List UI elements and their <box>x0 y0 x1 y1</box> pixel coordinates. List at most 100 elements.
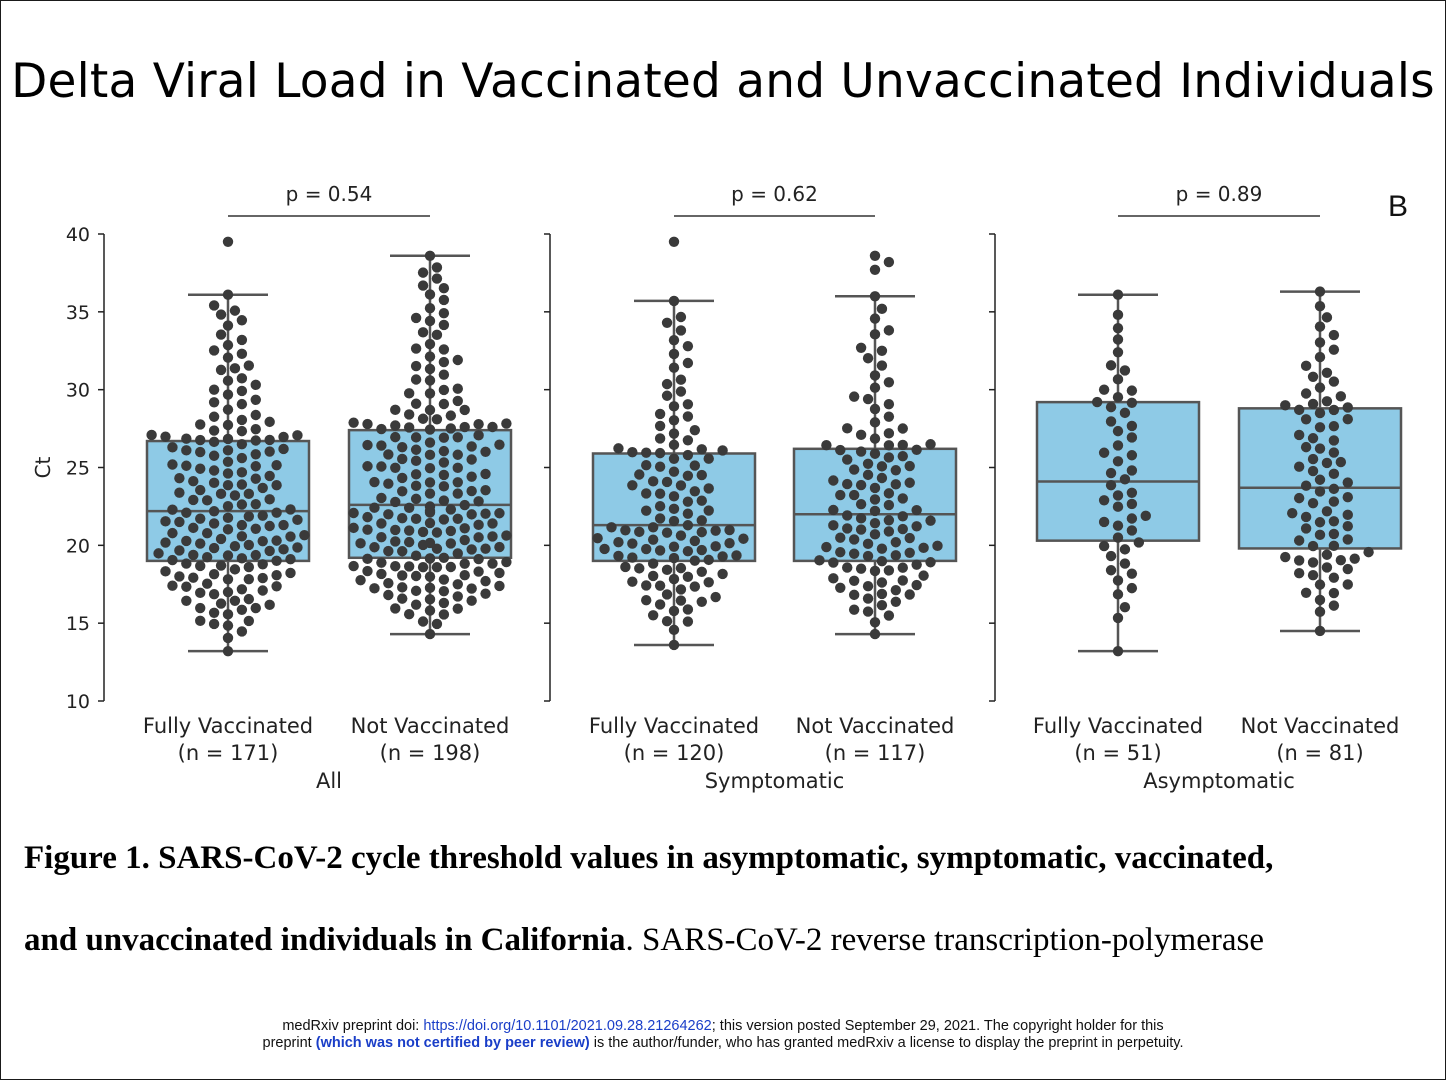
data-point <box>167 527 178 539</box>
data-point <box>181 595 192 606</box>
data-point <box>271 459 282 471</box>
data-point <box>292 542 303 553</box>
data-point <box>271 569 282 581</box>
data-point <box>257 535 268 547</box>
data-point <box>1126 397 1138 408</box>
data-point <box>222 339 234 351</box>
data-point <box>869 370 881 381</box>
data-point <box>897 450 908 462</box>
data-point <box>668 515 680 527</box>
data-point <box>417 526 429 538</box>
data-point <box>243 573 255 585</box>
data-point <box>627 552 638 563</box>
data-point <box>1105 416 1117 427</box>
data-point <box>208 436 220 448</box>
data-point <box>236 315 248 326</box>
data-point <box>438 574 450 585</box>
data-point <box>883 526 895 537</box>
data-point <box>410 360 422 372</box>
data-point <box>641 505 652 516</box>
data-point <box>424 582 436 594</box>
data-point <box>445 504 457 515</box>
data-point <box>925 515 936 526</box>
data-point <box>494 508 505 519</box>
peer-review-note: (which was not certified by peer review) <box>315 1035 590 1051</box>
data-point <box>682 604 694 615</box>
data-point <box>208 542 220 554</box>
data-point <box>257 559 268 570</box>
data-point <box>1314 351 1326 363</box>
data-point <box>424 501 436 512</box>
data-point <box>466 509 477 520</box>
data-point <box>229 541 241 552</box>
data-point <box>668 624 680 636</box>
data-point <box>1105 550 1117 562</box>
data-point <box>682 545 694 557</box>
data-point <box>911 521 922 532</box>
data-point <box>897 523 908 535</box>
data-point <box>480 588 491 599</box>
data-point <box>710 525 721 536</box>
data-point <box>452 354 463 366</box>
data-point <box>480 446 491 457</box>
data-point <box>890 550 902 561</box>
data-point <box>153 548 164 559</box>
data-point <box>229 564 241 575</box>
data-point <box>466 454 477 465</box>
data-point <box>1105 401 1117 413</box>
data-point <box>1328 483 1340 495</box>
data-point <box>1342 402 1353 413</box>
data-point <box>222 479 234 491</box>
data-point <box>208 506 220 517</box>
category-label: Not Vaccinated <box>1241 714 1400 738</box>
data-point <box>362 553 373 565</box>
data-point <box>668 348 680 360</box>
group-label: Symptomatic <box>705 769 845 793</box>
data-point <box>883 325 895 336</box>
footer-line1-rest: ; this version posted September 29, 2021… <box>711 1018 1164 1034</box>
data-point <box>1314 407 1326 419</box>
data-point <box>668 466 680 477</box>
data-point <box>675 530 687 541</box>
data-point <box>222 419 234 431</box>
doi-link[interactable]: https://doi.org/10.1101/2021.09.28.21264… <box>423 1018 712 1034</box>
data-point <box>647 476 659 487</box>
footer-line2-rest: is the author/funder, who has granted me… <box>589 1035 1184 1051</box>
data-point <box>222 501 234 512</box>
data-point <box>410 343 422 354</box>
data-point <box>848 575 860 586</box>
data-point <box>855 429 867 441</box>
data-point <box>362 524 373 535</box>
data-point <box>438 432 450 443</box>
data-point <box>208 450 220 461</box>
data-point <box>403 536 415 548</box>
data-point <box>862 593 874 604</box>
data-point <box>174 487 185 498</box>
data-point <box>828 573 839 584</box>
data-point <box>647 522 659 533</box>
data-point <box>480 543 491 554</box>
data-point <box>869 448 881 459</box>
data-point <box>627 538 638 549</box>
data-point <box>403 422 415 433</box>
data-point <box>599 543 610 555</box>
panel-letter: B <box>1388 190 1408 223</box>
data-point <box>842 423 853 434</box>
data-point <box>641 595 652 606</box>
data-point <box>869 628 881 640</box>
data-point <box>445 538 457 549</box>
data-point <box>438 445 450 457</box>
data-point <box>696 495 707 506</box>
data-point <box>208 588 220 600</box>
data-point <box>424 477 436 488</box>
data-point <box>410 432 422 443</box>
data-point <box>696 566 707 577</box>
data-point <box>236 626 248 637</box>
data-point <box>1314 529 1326 541</box>
data-point <box>459 404 470 416</box>
data-point <box>390 496 401 508</box>
data-point <box>278 443 289 455</box>
data-point <box>675 311 687 323</box>
data-point <box>215 598 227 609</box>
data-point <box>424 605 436 616</box>
